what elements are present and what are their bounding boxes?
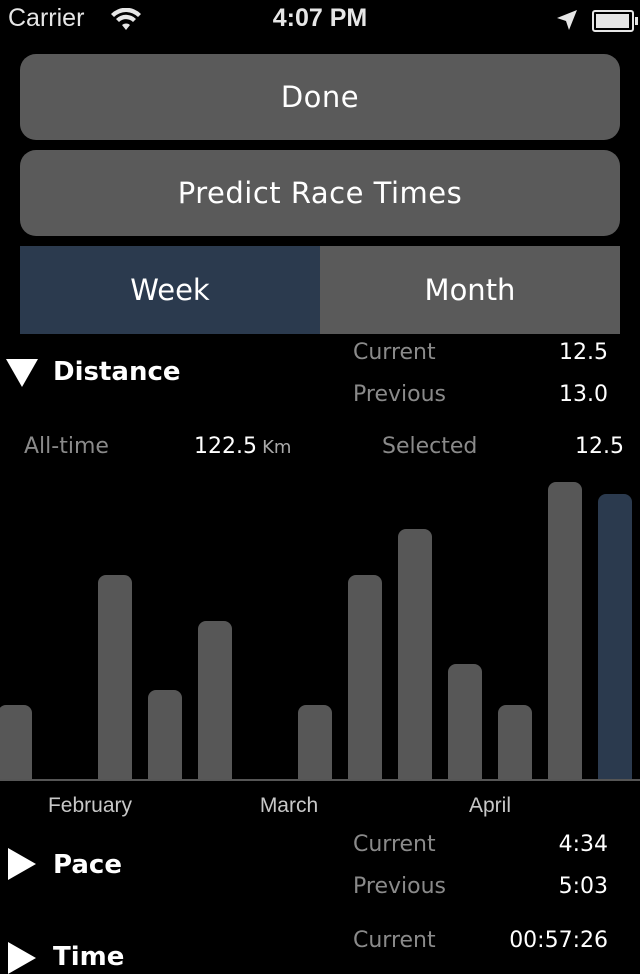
distance-previous-label: Previous — [353, 382, 446, 407]
month-label: April — [468, 794, 511, 817]
selected-label: Selected — [382, 434, 478, 459]
chart-bar[interactable] — [98, 575, 132, 780]
selected-value: 12.5 — [575, 434, 624, 459]
alltime-unit: Km — [262, 437, 292, 458]
alltime-readout: 122.5 Km — [194, 434, 291, 459]
pace-previous-value: 5:03 — [558, 874, 608, 899]
wifi-icon — [111, 8, 141, 30]
tab-week[interactable]: Week — [20, 246, 320, 334]
chart-baseline — [0, 779, 640, 781]
chart-bar[interactable] — [548, 482, 582, 780]
location-arrow-icon — [557, 10, 577, 30]
chart-bar[interactable] — [0, 705, 32, 780]
pace-title[interactable]: Pace — [53, 850, 122, 880]
month-label: March — [259, 794, 319, 817]
battery-icon — [592, 10, 638, 32]
alltime-label: All-time — [24, 434, 109, 459]
chart-bar[interactable] — [598, 494, 632, 780]
disclosure-collapsed-icon[interactable] — [6, 848, 38, 880]
chart-month-labels: February March April — [0, 794, 640, 822]
distance-previous-value: 13.0 — [559, 382, 608, 407]
chart-bar[interactable] — [348, 575, 382, 780]
status-time: 4:07 PM — [272, 4, 368, 32]
done-button[interactable]: Done — [20, 54, 620, 140]
time-current-value: 00:57:26 — [509, 928, 608, 953]
distance-current-label: Current — [353, 340, 436, 365]
tab-month[interactable]: Month — [320, 246, 620, 334]
chart-bar[interactable] — [448, 664, 482, 780]
disclosure-expanded-icon[interactable] — [6, 357, 38, 389]
pace-current-label: Current — [353, 832, 436, 857]
chart-bar[interactable] — [398, 529, 432, 780]
distance-bar-chart[interactable] — [0, 470, 640, 780]
chart-bar[interactable] — [298, 705, 332, 780]
month-label: February — [47, 794, 133, 817]
carrier-label: Carrier — [8, 4, 85, 32]
pace-current-value: 4:34 — [558, 832, 608, 857]
chart-bar[interactable] — [148, 690, 182, 780]
alltime-value: 122.5 — [194, 434, 257, 459]
time-current-label: Current — [353, 928, 436, 953]
chart-bar[interactable] — [198, 621, 232, 780]
predict-race-times-button[interactable]: Predict Race Times — [20, 150, 620, 236]
pace-previous-label: Previous — [353, 874, 446, 899]
distance-current-value: 12.5 — [559, 340, 608, 365]
chart-bar[interactable] — [498, 705, 532, 780]
distance-title[interactable]: Distance — [53, 357, 181, 387]
disclosure-collapsed-icon[interactable] — [6, 942, 38, 974]
time-title[interactable]: Time — [53, 942, 125, 972]
status-bar: 4:07 PM Carrier — [0, 0, 640, 40]
